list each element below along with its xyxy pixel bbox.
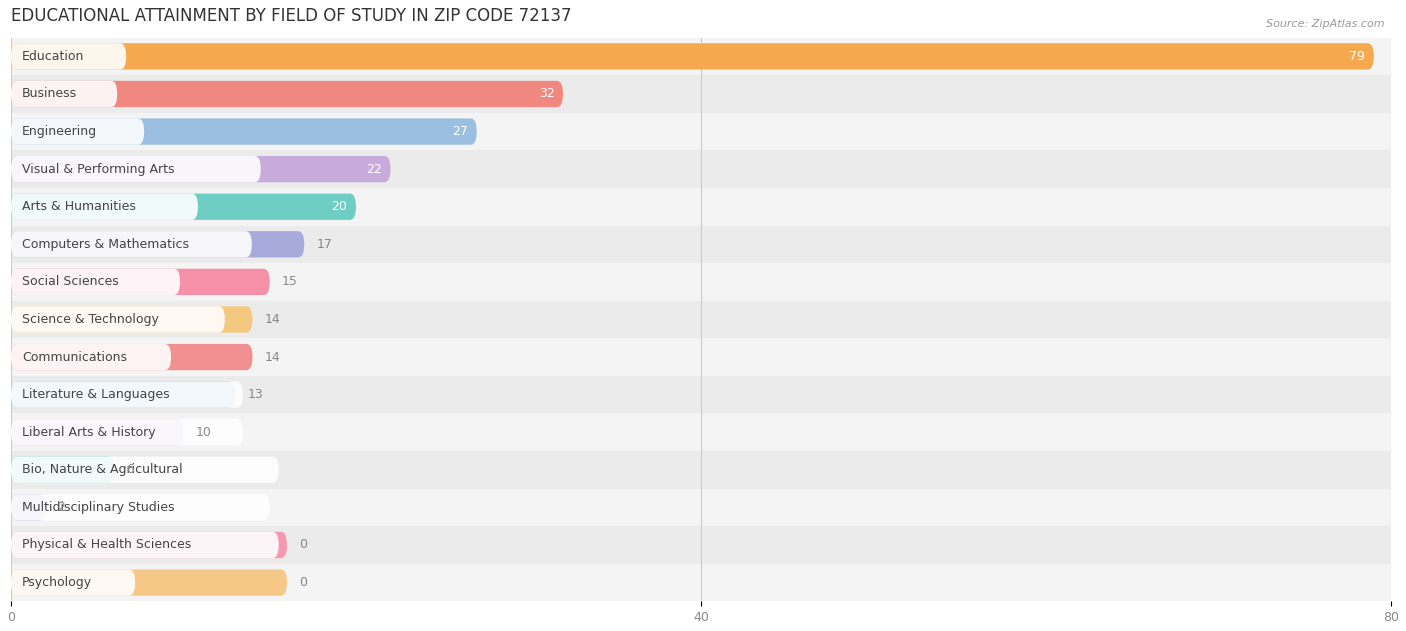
FancyBboxPatch shape	[11, 119, 477, 144]
Text: Business: Business	[22, 88, 77, 100]
Text: Visual & Performing Arts: Visual & Performing Arts	[22, 163, 174, 175]
Bar	[11, 526, 1391, 563]
Bar	[11, 150, 1391, 188]
Text: 15: 15	[281, 275, 298, 288]
Bar	[11, 338, 1391, 376]
FancyBboxPatch shape	[11, 494, 270, 521]
Text: Source: ZipAtlas.com: Source: ZipAtlas.com	[1267, 19, 1385, 29]
Text: 2: 2	[58, 501, 66, 514]
FancyBboxPatch shape	[11, 457, 114, 483]
FancyBboxPatch shape	[11, 194, 356, 220]
FancyBboxPatch shape	[11, 81, 562, 107]
Text: 10: 10	[195, 426, 211, 439]
FancyBboxPatch shape	[11, 306, 253, 333]
Text: Literature & Languages: Literature & Languages	[22, 388, 170, 401]
Text: Bio, Nature & Agricultural: Bio, Nature & Agricultural	[22, 463, 183, 476]
Text: Arts & Humanities: Arts & Humanities	[22, 200, 136, 213]
FancyBboxPatch shape	[11, 419, 243, 445]
Bar	[11, 451, 1391, 488]
Bar	[11, 488, 1391, 526]
Text: 0: 0	[299, 576, 307, 589]
FancyBboxPatch shape	[11, 382, 235, 408]
FancyBboxPatch shape	[11, 419, 183, 445]
FancyBboxPatch shape	[11, 269, 180, 295]
FancyBboxPatch shape	[11, 306, 225, 333]
FancyBboxPatch shape	[11, 494, 45, 521]
FancyBboxPatch shape	[11, 382, 243, 408]
FancyBboxPatch shape	[11, 156, 391, 182]
Text: Social Sciences: Social Sciences	[22, 275, 120, 288]
Text: Psychology: Psychology	[22, 576, 93, 589]
FancyBboxPatch shape	[11, 457, 278, 483]
FancyBboxPatch shape	[11, 569, 135, 596]
FancyBboxPatch shape	[11, 231, 252, 257]
FancyBboxPatch shape	[11, 81, 117, 107]
FancyBboxPatch shape	[11, 344, 172, 370]
FancyBboxPatch shape	[11, 44, 1374, 69]
Bar	[11, 301, 1391, 338]
Text: 14: 14	[264, 351, 280, 363]
Text: 22: 22	[366, 163, 382, 175]
Text: Physical & Health Sciences: Physical & Health Sciences	[22, 538, 191, 551]
Bar	[11, 563, 1391, 601]
FancyBboxPatch shape	[11, 269, 270, 295]
FancyBboxPatch shape	[11, 44, 127, 69]
FancyBboxPatch shape	[11, 119, 145, 144]
FancyBboxPatch shape	[11, 194, 198, 220]
Bar	[11, 38, 1391, 75]
Text: 17: 17	[316, 238, 332, 251]
Bar	[11, 188, 1391, 225]
FancyBboxPatch shape	[11, 532, 278, 558]
Text: Education: Education	[22, 50, 84, 63]
Text: Computers & Mathematics: Computers & Mathematics	[22, 238, 190, 251]
Text: 14: 14	[264, 313, 280, 326]
Text: 6: 6	[127, 463, 135, 476]
Text: Science & Technology: Science & Technology	[22, 313, 159, 326]
Text: Communications: Communications	[22, 351, 127, 363]
FancyBboxPatch shape	[11, 231, 304, 257]
Text: Multidisciplinary Studies: Multidisciplinary Studies	[22, 501, 174, 514]
Text: 32: 32	[538, 88, 554, 100]
Bar	[11, 113, 1391, 150]
Text: 20: 20	[332, 200, 347, 213]
Bar	[11, 263, 1391, 301]
FancyBboxPatch shape	[11, 156, 260, 182]
FancyBboxPatch shape	[11, 344, 253, 370]
Bar	[11, 376, 1391, 413]
Text: 27: 27	[453, 125, 468, 138]
Bar	[11, 75, 1391, 113]
Bar	[11, 225, 1391, 263]
FancyBboxPatch shape	[11, 569, 287, 596]
Text: Liberal Arts & History: Liberal Arts & History	[22, 426, 156, 439]
Text: 0: 0	[299, 538, 307, 551]
Text: EDUCATIONAL ATTAINMENT BY FIELD OF STUDY IN ZIP CODE 72137: EDUCATIONAL ATTAINMENT BY FIELD OF STUDY…	[11, 7, 571, 25]
Text: Engineering: Engineering	[22, 125, 97, 138]
Text: 13: 13	[247, 388, 263, 401]
Bar	[11, 413, 1391, 451]
FancyBboxPatch shape	[11, 532, 287, 558]
Text: 79: 79	[1350, 50, 1365, 63]
